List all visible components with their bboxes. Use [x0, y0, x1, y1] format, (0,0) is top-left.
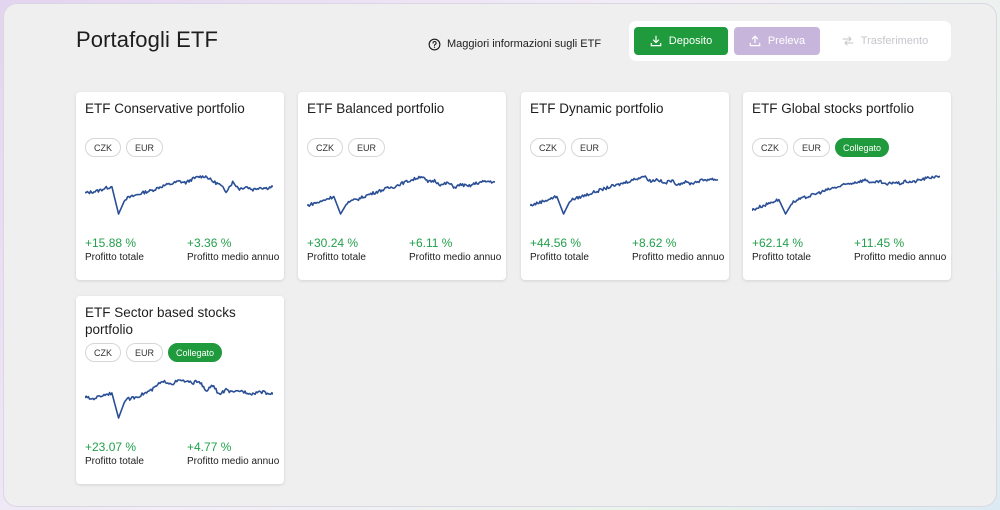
currency-tag-czk: CZK: [85, 343, 121, 362]
performance-line: [752, 175, 940, 215]
currency-tags: CZK EUR: [307, 138, 386, 157]
avg-profit-label: Profitto medio annuo: [854, 252, 947, 263]
currency-tag-eur: EUR: [348, 138, 386, 157]
total-profit: +62.14 % Profitto totale: [752, 236, 847, 263]
total-profit: +30.24 % Profitto totale: [307, 236, 402, 263]
etf-info-link[interactable]: Maggiori informazioni sugli ETF: [428, 34, 601, 54]
download-icon: [650, 35, 662, 47]
avg-profit: +8.62 % Profitto medio annuo: [632, 236, 727, 263]
linked-badge: Collegato: [168, 343, 223, 362]
total-profit-value: +44.56 %: [530, 236, 582, 250]
currency-tags: CZK EUR: [530, 138, 609, 157]
performance-chart: [752, 175, 940, 215]
total-profit: +44.56 % Profitto totale: [530, 236, 625, 263]
upload-icon: [749, 35, 761, 47]
performance-line: [307, 175, 495, 215]
total-profit-value: +62.14 %: [752, 236, 804, 250]
performance-chart: [530, 175, 718, 215]
avg-profit-value: +11.45 %: [854, 236, 905, 250]
withdraw-button[interactable]: Preleva: [734, 27, 820, 55]
total-profit-label: Profitto totale: [530, 252, 589, 263]
portfolio-title: ETF Balanced portfolio: [307, 101, 445, 116]
avg-profit-value: +8.62 %: [632, 236, 677, 250]
portfolio-card-dynamic[interactable]: ETF Dynamic portfolio CZK EUR +44.56 % P…: [521, 92, 729, 280]
performance-chart: [307, 175, 495, 215]
performance-line: [85, 175, 273, 215]
portfolio-title: ETF Global stocks portfolio: [752, 101, 915, 116]
avg-profit: +6.11 % Profitto medio annuo: [409, 236, 504, 263]
transfer-button-label: Trasferimento: [860, 35, 929, 47]
currency-tags: CZK EUR Collegato: [85, 343, 223, 362]
avg-profit: +4.77 % Profitto medio annuo: [187, 440, 282, 467]
currency-tag-czk: CZK: [307, 138, 343, 157]
total-profit-value: +15.88 %: [85, 236, 137, 250]
currency-tag-eur: EUR: [126, 138, 164, 157]
question-circle-icon: [428, 38, 441, 50]
performance-line: [85, 379, 273, 419]
total-profit: +15.88 % Profitto totale: [85, 236, 180, 263]
app-window: Portafogli ETF Maggiori informazioni sug…: [3, 3, 997, 507]
total-profit-value: +30.24 %: [307, 236, 359, 250]
currency-tag-czk: CZK: [85, 138, 121, 157]
avg-profit: +11.45 % Profitto medio annuo: [854, 236, 949, 263]
total-profit-label: Profitto totale: [85, 252, 144, 263]
transfer-arrows-icon: [842, 36, 854, 46]
avg-profit-label: Profitto medio annuo: [187, 252, 280, 263]
etf-info-link-label: Maggiori informazioni sugli ETF: [447, 38, 602, 50]
deposit-button[interactable]: Deposito: [634, 27, 728, 55]
currency-tag-eur: EUR: [126, 343, 164, 362]
total-profit-label: Profitto totale: [752, 252, 811, 263]
avg-profit-label: Profitto medio annuo: [187, 456, 280, 467]
performance-chart: [85, 379, 273, 419]
withdraw-button-label: Preleva: [767, 35, 806, 47]
portfolio-card-conservative[interactable]: ETF Conservative portfolio CZK EUR +15.8…: [76, 92, 284, 280]
currency-tag-czk: CZK: [530, 138, 566, 157]
portfolio-card-global-stocks[interactable]: ETF Global stocks portfolio CZK EUR Coll…: [743, 92, 951, 280]
portfolio-card-balanced[interactable]: ETF Balanced portfolio CZK EUR +30.24 % …: [298, 92, 506, 280]
portfolio-title: ETF Conservative portfolio: [85, 101, 245, 116]
currency-tag-eur: EUR: [793, 138, 831, 157]
currency-tag-eur: EUR: [571, 138, 609, 157]
performance-line: [530, 175, 718, 215]
portfolio-title: ETF Dynamic portfolio: [530, 101, 664, 116]
action-bar: Deposito Preleva Trasferimento: [629, 21, 951, 61]
page-title: Portafogli ETF: [76, 27, 219, 52]
avg-profit-value: +6.11 %: [409, 236, 453, 250]
transfer-button[interactable]: Trasferimento: [826, 27, 944, 55]
performance-chart: [85, 175, 273, 215]
avg-profit-label: Profitto medio annuo: [409, 252, 502, 263]
total-profit-label: Profitto totale: [307, 252, 366, 263]
avg-profit-label: Profitto medio annuo: [632, 252, 725, 263]
portfolio-title: ETF Sector based stocks portfolio: [85, 305, 236, 337]
currency-tag-czk: CZK: [752, 138, 788, 157]
total-profit-label: Profitto totale: [85, 456, 144, 467]
currency-tags: CZK EUR: [85, 138, 164, 157]
total-profit-value: +23.07 %: [85, 440, 137, 454]
avg-profit: +3.36 % Profitto medio annuo: [187, 236, 282, 263]
portfolio-card-sector-stocks[interactable]: ETF Sector based stocks portfolio CZK EU…: [76, 296, 284, 484]
total-profit: +23.07 % Profitto totale: [85, 440, 180, 467]
linked-badge: Collegato: [835, 138, 890, 157]
deposit-button-label: Deposito: [668, 35, 713, 47]
avg-profit-value: +4.77 %: [187, 440, 232, 454]
avg-profit-value: +3.36 %: [187, 236, 232, 250]
currency-tags: CZK EUR Collegato: [752, 138, 890, 157]
